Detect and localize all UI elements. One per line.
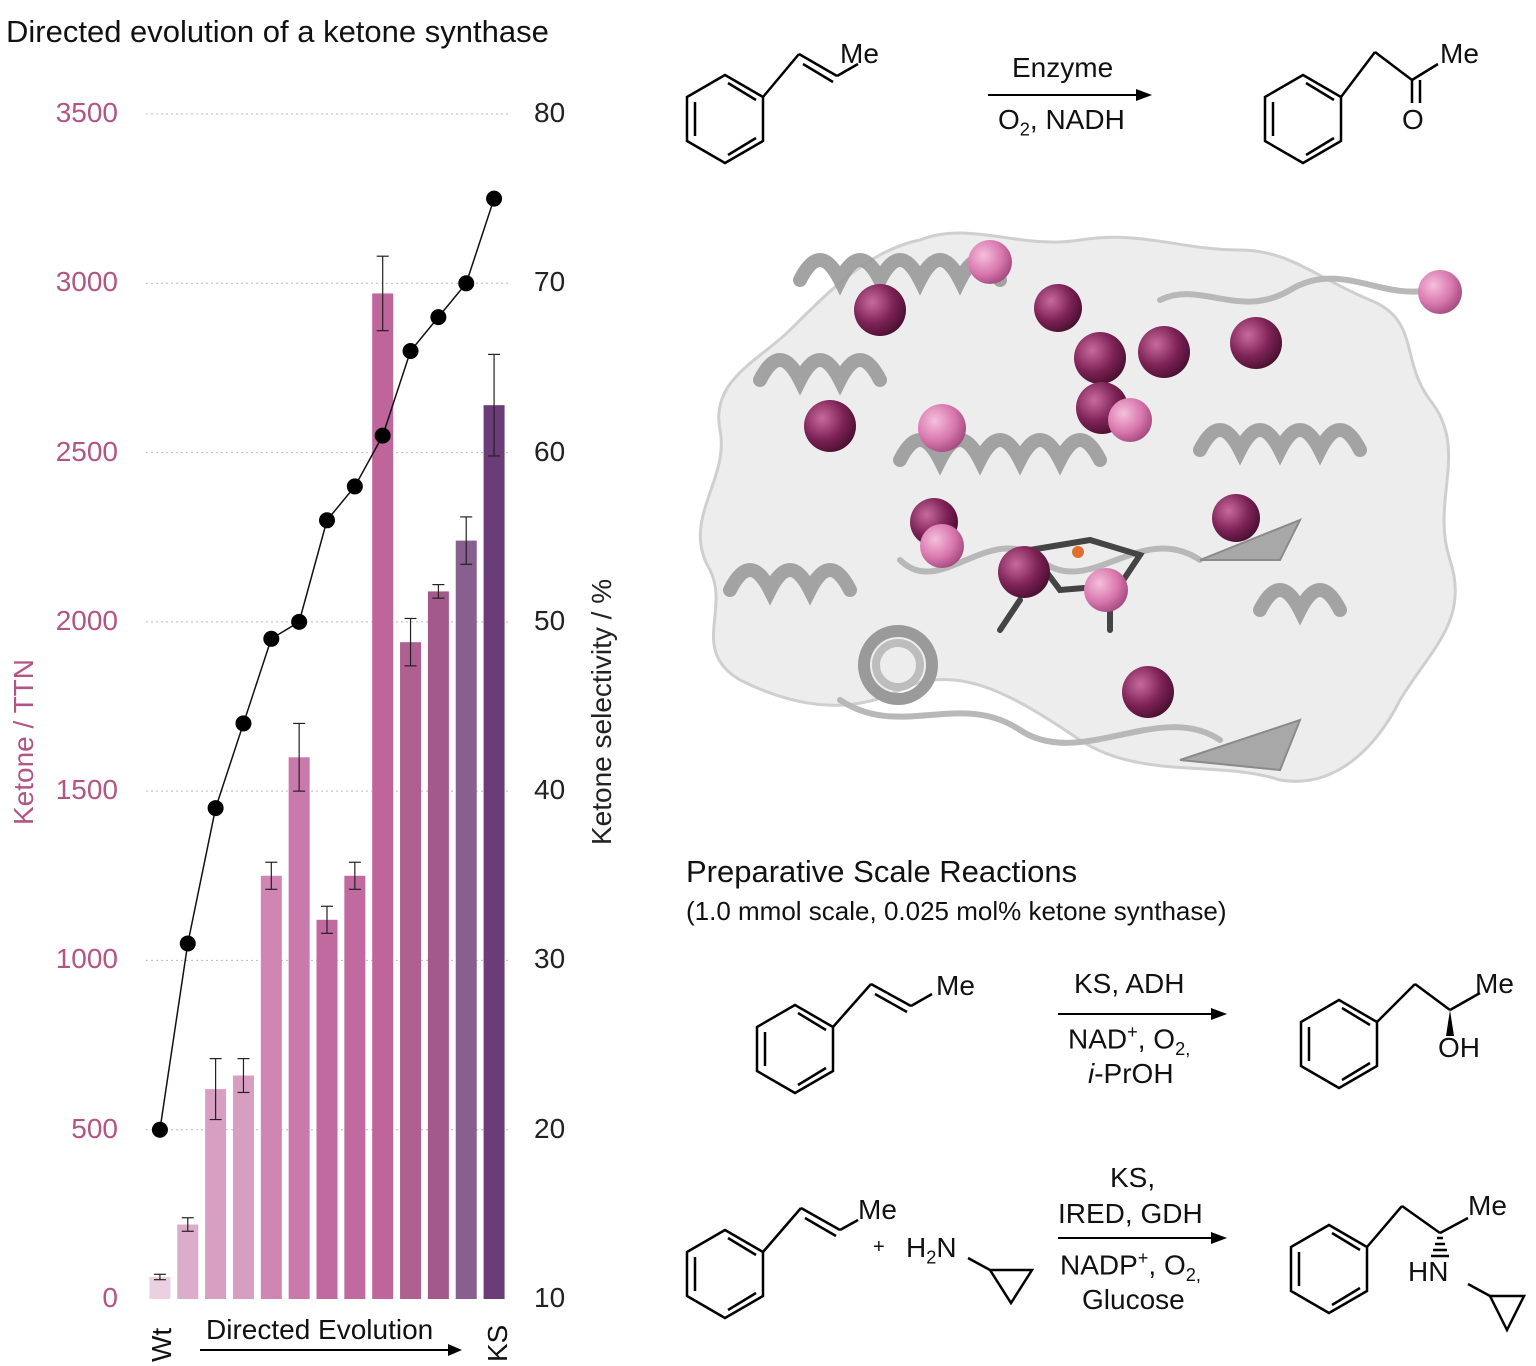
top-substrate-me: Me [840,38,879,69]
chart-svg [146,113,508,1356]
left-tick-label: 3500 [55,97,118,128]
bar [455,540,477,1299]
selectivity-point [430,309,447,326]
left-tick-label: 3000 [55,266,118,298]
left-tick-label: 2000 [55,604,118,636]
bar [427,591,449,1299]
x-axis-arrowhead [448,1344,462,1356]
right-tick-label: 30 [534,943,566,975]
right-axis-label: Ketone selectivity / % [586,578,617,845]
rxn3-plus: + [873,1236,885,1258]
rxn2-product-structure [1299,982,1481,1090]
top-reagent-o2-nadh: O2, NADH [998,104,1125,140]
x-axis-label: Directed Evolution [206,1314,434,1345]
bar [400,642,422,1299]
bar [372,293,394,1299]
bar [316,919,338,1299]
rxn2-arrowhead [1211,1008,1227,1020]
rxn2-reagent-top: KS, ADH [1074,968,1185,999]
left-tick-label: 1500 [55,774,118,806]
bar [483,405,505,1300]
top-reaction-arrowhead [1136,89,1152,101]
selectivity-point [402,343,419,359]
rxn2-substrate-me: Me [936,970,975,1001]
left-tick-label: 0 [102,1282,118,1313]
top-substrate-structure [685,52,859,165]
rxn3-reagent-bottom1: NADP+, O2, [1060,1248,1201,1285]
selectivity-point [179,935,196,952]
top-product-structure [1263,51,1439,165]
left-tick-label: 1000 [55,943,118,975]
rxn2-wedge-bond [1446,1010,1454,1036]
rxn3-product-me: Me [1468,1190,1507,1221]
rxn3-reagent-top1: KS, [1110,1162,1156,1193]
rxn3-amine: H2N [906,1232,957,1268]
selectivity-point [235,715,252,732]
rxn3-product-structure [1289,1204,1527,1333]
bar [344,875,366,1299]
rxn3-product-hn: HN [1408,1256,1449,1287]
left-tick-label: 2500 [55,435,118,467]
scheme-svg [685,51,1527,1333]
bar [177,1224,199,1299]
right-tick-label: 80 [534,97,566,128]
top-product-me: Me [1440,38,1479,69]
cyclopropylamine-structure [967,1256,1035,1306]
rxn2-reagent-bottom1: NAD+, O2, [1068,1022,1191,1059]
bar [288,757,310,1299]
protein-structure-illustration [698,231,1462,783]
rxn2-reagent-bottom2: i-PrOH [1088,1058,1174,1089]
top-product-o: O [1402,104,1424,135]
selectivity-point [458,275,475,292]
right-tick-label: 70 [534,266,566,298]
bar [205,1089,227,1299]
selectivity-point [291,613,308,630]
x-tick-wt: Wt [146,1327,177,1362]
selectivity-point [151,1121,168,1138]
left-tick-label: 500 [71,1112,118,1144]
rxn3-substrate-structure [685,1206,859,1320]
section-subtitle: (1.0 mmol scale, 0.025 mol% ketone synth… [686,896,1227,926]
bar [232,1075,254,1299]
right-tick-label: 50 [534,604,566,636]
top-reagent-enzyme: Enzyme [1012,52,1114,83]
rxn2-substrate-structure [755,982,933,1095]
selectivity-point [207,800,224,817]
right-tick-label: 20 [534,1112,566,1144]
selectivity-point [374,427,391,444]
x-tick-ks: KS [482,1324,513,1362]
selectivity-point [319,512,335,529]
left-axis-label: Ketone / TTN [8,658,39,825]
rxn3-reagent-top2: IRED, GDH [1058,1198,1203,1229]
rxn3-reagent-bottom2: Glucose [1082,1284,1185,1315]
chart-title: Directed evolution of a ketone synthase [6,14,549,49]
right-tick-label: 10 [534,1282,566,1313]
bar [260,875,282,1299]
rxn2-product-me: Me [1475,968,1514,999]
rxn3-arrowhead [1211,1232,1227,1244]
selectivity-point [263,630,280,647]
right-tick-label: 40 [534,774,566,806]
selectivity-point [486,190,503,207]
selectivity-point [346,478,363,495]
section-title: Preparative Scale Reactions [686,854,1078,889]
right-tick-label: 60 [534,435,566,467]
rxn3-substrate-me: Me [858,1194,897,1225]
rxn2-product-oh: OH [1438,1032,1480,1063]
bar [149,1276,171,1299]
